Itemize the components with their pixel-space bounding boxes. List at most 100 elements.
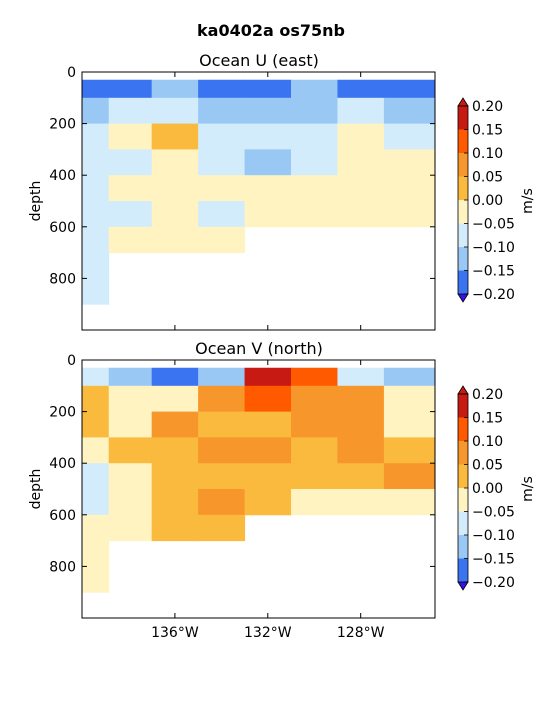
heatmap-cell [108,437,153,464]
heatmap-cell [383,463,436,490]
y-tick-label: 0 [67,353,76,369]
heatmap-cell [337,411,385,438]
colorbar-tick-label: 0.15 [472,411,503,427]
colorbar-tick-label: −0.10 [472,240,515,256]
heatmap-cell [198,437,246,464]
heatmap-cell [151,514,199,542]
colorbar-tick-label: −0.10 [472,528,515,544]
heatmap-cell [383,437,436,464]
heatmap-cell [291,97,338,125]
heatmap-cell [108,226,153,254]
heatmap-cell [151,463,199,490]
panel-title-ocean-v: Ocean V (north) [195,339,323,358]
colorbar-tick-label: −0.20 [472,575,515,591]
plot-frame-ocean-u [81,71,436,331]
colorbar-ocean-v: 0.20 0.15 0.10 0.05 0.00 −0.05 −0.10 −0.15 −0.20 [457,385,515,591]
heatmap-cell [244,367,292,387]
heatmap-cell [337,175,385,202]
heatmap-cell [383,149,436,176]
heatmap-cell [198,201,246,228]
heatmap-cell [291,201,338,228]
heatmap-cell [82,367,110,387]
colorbar-segment [458,176,468,201]
heatmap-cell [383,79,436,99]
y-tick-label: 400 [49,168,76,184]
heatmap-cell [82,79,110,99]
heatmap-cell [82,175,110,202]
heatmap-cell [151,201,199,228]
heatmap-cell [108,489,153,516]
colorbar-extend-max [457,385,469,395]
heatmap-cell [198,385,246,413]
y-tick-label: 600 [49,220,76,236]
heatmap-cell [291,463,338,490]
heatmap-cell [108,385,153,413]
y-axis-label-ocean-u: depth [28,181,44,222]
colorbar-segment [458,223,468,248]
heatmap-cell [198,175,246,202]
heatmap-cell [383,411,436,438]
colorbar-unit-label-ocean-v: m/s [520,476,536,502]
x-tick-label: 128°W [337,625,385,641]
panel-title-ocean-u: Ocean U (east) [199,51,319,70]
heatmap-cell [151,385,199,413]
y-axis-ocean-v: 0 200 400 600 800 [49,353,435,575]
heatmap-cell [82,411,110,438]
heatmap-cell [198,79,246,99]
heatmap-cell [108,97,153,125]
colorbar-tick-label: 0.05 [472,170,503,186]
colorbar-segment [458,558,468,583]
heatmap-cell [337,97,385,125]
heatmap-cell [151,175,199,202]
y-tick-label: 200 [49,117,76,133]
heatmap-cell [82,437,110,464]
heatmap-cell [108,149,153,176]
panel-ocean-u: Ocean U (east) 0 200 400 600 800 depth [28,51,436,331]
heatmap-cell [383,385,436,413]
heatmap-cell [337,149,385,176]
heatmap-cell [337,367,385,387]
colorbar-tick-label: 0.00 [472,481,503,497]
heatmap-cell [291,367,338,387]
heatmap-cell [244,175,292,202]
panel-ocean-v: Ocean V (north) 0 200 400 600 800 136°W 132°W… [28,339,436,641]
colorbar-extend-min [457,581,469,591]
colorbar-tick-label: −0.15 [472,552,515,568]
colorbar-segment [458,417,468,442]
heatmap-cell [244,437,292,464]
colorbar-segment [458,535,468,559]
colorbar-tick-label: 0.15 [472,123,503,139]
heatmap-cell [198,411,246,438]
heatmap-cell [337,463,385,490]
colorbar-tick-label: 0.10 [472,434,503,450]
plot-area-ocean-v [82,367,436,593]
heatmap-cell [244,149,292,176]
heatmap-cell [82,514,110,542]
heatmap-cell [108,175,153,202]
colorbar-extend-max [457,97,469,107]
heatmap-cell [108,367,153,387]
heatmap-cell [291,385,338,413]
heatmap-cell [291,437,338,464]
heatmap-cell [82,463,110,490]
colorbar-segment [458,270,468,295]
colorbar-segment [458,464,468,489]
heatmap-cell [82,252,110,279]
y-tick-label: 600 [49,508,76,524]
y-tick-label: 800 [49,559,76,575]
colorbar-tick-label: 0.00 [472,193,503,209]
x-tick-label: 136°W [151,625,199,641]
heatmap-cell [108,79,153,99]
colorbar-tick-label: 0.20 [472,99,503,115]
y-tick-label: 800 [49,271,76,287]
y-axis-label-ocean-v: depth [28,469,44,510]
heatmap-cell [151,149,199,176]
colorbar-segment [458,394,468,418]
heatmap-cell [291,411,338,438]
heatmap-cell [337,79,385,99]
colorbar-tick-label: −0.20 [472,287,515,303]
colorbar-ocean-u: 0.20 0.15 0.10 0.05 0.00 −0.05 −0.10 −0.15 −0.20 [457,97,515,303]
heatmap-cell [244,463,292,490]
heatmap-cell [151,226,199,254]
